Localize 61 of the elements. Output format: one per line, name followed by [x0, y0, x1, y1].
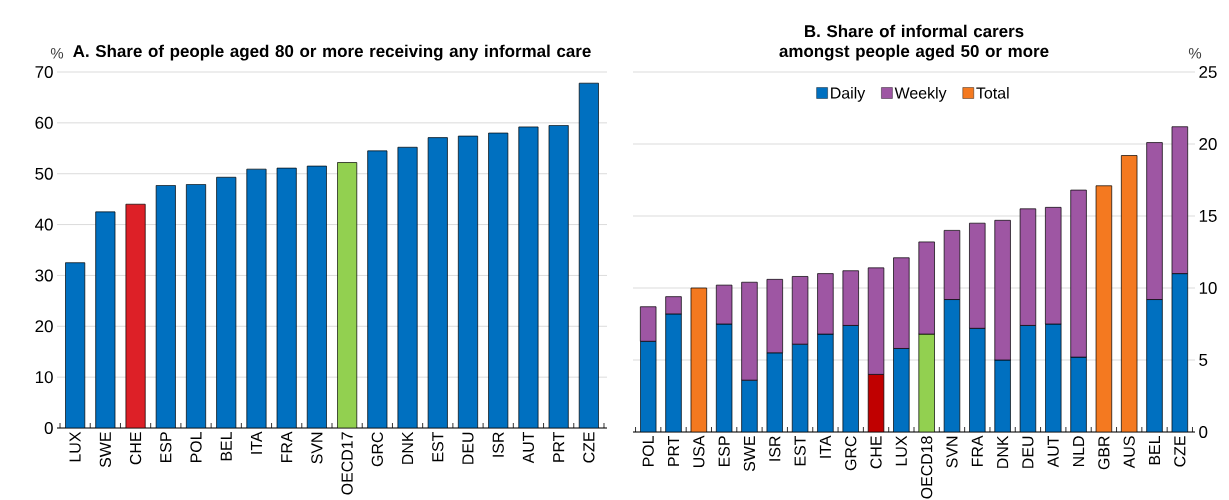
legend-label: Daily	[831, 86, 866, 102]
chart-title: A. Share of people aged 80 or more receiving any informal care	[73, 44, 591, 61]
y-tick-label: 5	[1199, 354, 1208, 366]
x-tick-label: CZE	[583, 432, 595, 463]
y-tick-label: 60	[35, 116, 53, 129]
x-tick-label: SVN	[311, 432, 323, 464]
y-tick-label: 25	[1199, 66, 1217, 78]
x-tick-label: FRA	[281, 431, 293, 463]
x-tick-label: GRC	[371, 432, 383, 467]
x-tick-label: SWE	[743, 436, 756, 472]
x-tick-label: PRT	[668, 435, 679, 466]
x-tick-label: DEU	[462, 432, 474, 464]
x-tick-label: OECD17	[341, 432, 353, 495]
x-tick-label: DNK	[402, 431, 414, 464]
y-tick-label: 15	[1199, 210, 1217, 222]
x-tick-label: AUT	[1047, 435, 1059, 468]
y-tick-label: 40	[35, 218, 53, 231]
y-tick-label: 10	[1199, 282, 1217, 294]
x-tick-label: CHE	[129, 432, 142, 465]
x-tick-label: FRA	[971, 435, 983, 467]
x-tick-label: USA	[693, 435, 705, 468]
y-axis-title: %	[50, 48, 64, 59]
y-tick-label: 70	[35, 66, 53, 78]
x-tick-label: BEL	[1149, 436, 1160, 465]
x-tick-label: SVN	[946, 436, 958, 468]
x-tick-label: CZE	[1174, 436, 1186, 467]
x-tick-label: GRC	[845, 436, 857, 471]
x-tick-label: LUX	[69, 431, 81, 462]
legend-label: Weekly	[894, 86, 947, 102]
x-tick-label: POL	[642, 436, 654, 467]
x-tick-label: GBR	[1098, 436, 1110, 470]
x-tick-label: LUX	[895, 435, 907, 466]
x-tick-label: PRT	[553, 431, 565, 462]
y-tick-label: 10	[35, 371, 53, 384]
y-axis-title: %	[1188, 48, 1202, 59]
x-tick-label: SWE	[99, 432, 111, 468]
x-tick-label: POL	[190, 432, 202, 463]
x-tick-label: AUS	[1123, 436, 1135, 469]
y-tick-label: 30	[35, 269, 53, 282]
x-tick-label: AUT	[522, 431, 534, 464]
legend-label: Total	[976, 86, 1009, 99]
x-tick-label: ESP	[160, 432, 172, 463]
x-tick-label: DEU	[1022, 436, 1034, 468]
x-tick-label: ITA	[250, 431, 262, 454]
x-tick-label: OECD18	[921, 436, 933, 499]
x-tick-label: EST	[432, 431, 444, 462]
x-tick-label: ITA	[819, 435, 831, 458]
y-tick-label: 20	[35, 320, 53, 333]
x-tick-label: NLD	[1073, 436, 1085, 467]
x-tick-label: ESP	[718, 436, 730, 467]
x-tick-label: BEL	[220, 432, 232, 461]
x-tick-label: DNK	[997, 435, 1009, 468]
x-tick-label: EST	[794, 435, 806, 466]
x-tick-label: ISR	[769, 436, 781, 461]
y-tick-label: 50	[35, 167, 53, 180]
x-tick-label: CHE	[870, 436, 882, 469]
y-tick-label: 0	[1199, 426, 1208, 438]
chart-title: B. Share of informal carers amongst people aged 50 or more	[779, 24, 1049, 61]
y-tick-label: 0	[44, 422, 53, 434]
y-tick-label: 20	[1199, 138, 1217, 150]
x-tick-label: ISR	[492, 432, 504, 457]
